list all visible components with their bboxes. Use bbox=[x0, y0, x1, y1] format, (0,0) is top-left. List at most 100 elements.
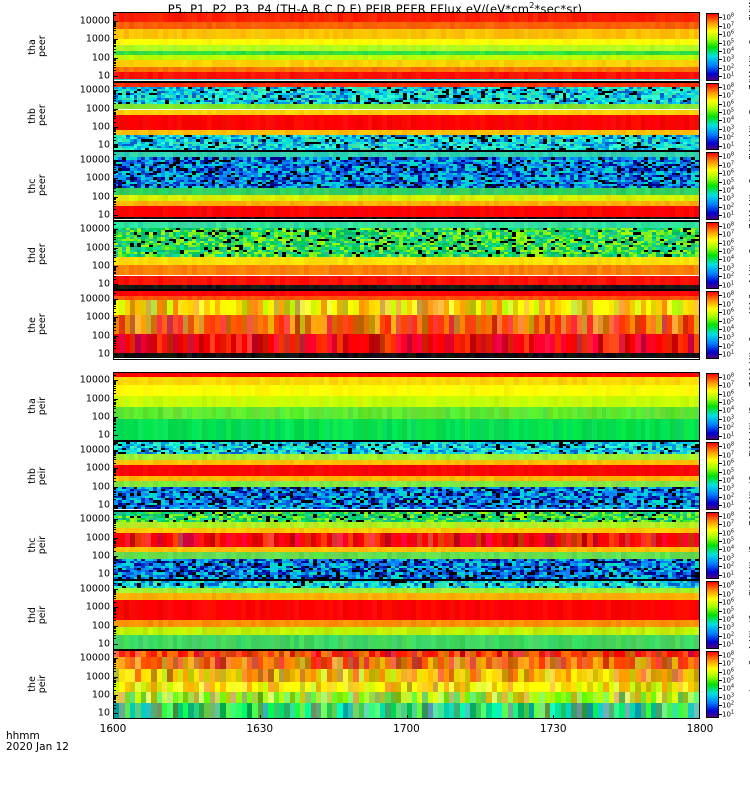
y-tick-label-thb-peir-2: 100 bbox=[91, 481, 110, 493]
y-minor-tick-mark bbox=[113, 326, 116, 328]
colorbar-tick-label-thc-peer-8: 108 bbox=[722, 152, 734, 161]
colorbar-tick-label-thd-peer-4: 104 bbox=[722, 255, 734, 264]
y-minor-tick-mark bbox=[113, 631, 116, 633]
colorbar-tick-label-the-peir-5: 105 bbox=[722, 675, 734, 684]
y-minor-tick-mark bbox=[113, 611, 116, 613]
y-minor-tick-mark bbox=[113, 129, 116, 131]
spectrogram-panel-thd-peer[interactable] bbox=[113, 220, 700, 290]
y-minor-tick-mark bbox=[113, 48, 116, 50]
y-minor-tick-mark bbox=[113, 382, 116, 384]
y-minor-tick-mark bbox=[113, 203, 116, 205]
colorbar-tha-peir[interactable] bbox=[706, 372, 719, 440]
y-minor-tick-mark bbox=[113, 131, 116, 133]
colorbar-tick-exponent: 1 bbox=[730, 500, 735, 507]
panel-label-line2: peer bbox=[37, 174, 48, 196]
colorbar-tick-base: 10 bbox=[722, 373, 731, 382]
colorbar-thd-peer[interactable] bbox=[706, 221, 719, 289]
colorbar-tick-mark bbox=[719, 95, 722, 97]
panel-label-line2: peir bbox=[37, 675, 48, 694]
colorbar-thb-peir[interactable] bbox=[706, 442, 719, 510]
y-tick-label-thc-peir-3: 10 bbox=[97, 568, 110, 580]
y-tick-mark bbox=[113, 284, 118, 286]
colorbar-tick-exponent: 3 bbox=[730, 263, 735, 270]
y-tick-label-the-peer-3: 10 bbox=[97, 348, 110, 360]
colorbar-tick-exponent: 8 bbox=[730, 12, 735, 19]
spectrogram-panel-the-peir[interactable] bbox=[113, 649, 700, 719]
colorbar-tick-mark bbox=[719, 549, 722, 551]
y-minor-tick-mark bbox=[113, 304, 116, 306]
y-minor-tick-mark bbox=[113, 167, 116, 169]
y-minor-tick-mark bbox=[113, 682, 116, 684]
y-minor-tick-mark bbox=[113, 638, 116, 640]
colorbar-thc-peir[interactable] bbox=[706, 511, 719, 579]
colorbar-thc-peer[interactable] bbox=[706, 152, 719, 220]
y-minor-tick-mark bbox=[113, 251, 116, 253]
y-minor-tick-mark bbox=[113, 683, 116, 685]
y-tick-label-the-peer-1: 1000 bbox=[85, 311, 110, 323]
spectrogram-image-thc-peir bbox=[114, 511, 699, 579]
y-minor-tick-mark bbox=[113, 421, 116, 423]
colorbar-tick-exponent: 1 bbox=[730, 709, 735, 716]
colorbar-tick-base: 10 bbox=[722, 125, 731, 134]
y-minor-tick-mark bbox=[113, 81, 116, 83]
colorbar-tick-exponent: 2 bbox=[730, 271, 735, 278]
colorbar-tick-base: 10 bbox=[722, 56, 731, 65]
colorbar-tick-base: 10 bbox=[722, 607, 731, 616]
colorbar-tick-exponent: 1 bbox=[730, 210, 735, 217]
y-minor-tick-mark bbox=[113, 408, 116, 410]
colorbar-tick-exponent: 3 bbox=[730, 193, 735, 200]
y-minor-tick-mark bbox=[113, 302, 116, 304]
x-tick-label-1600: 1600 bbox=[99, 723, 127, 735]
y-minor-tick-mark bbox=[113, 487, 116, 489]
colorbar-tick-mark bbox=[719, 303, 722, 305]
colorbar-tick-exponent: 5 bbox=[730, 246, 735, 253]
colorbar-tick-base: 10 bbox=[722, 424, 731, 433]
colorbar-tick-mark bbox=[719, 312, 722, 314]
y-minor-tick-mark bbox=[113, 268, 116, 270]
y-minor-tick-mark bbox=[113, 539, 116, 541]
colorbar-tick-mark bbox=[719, 67, 722, 69]
colorbar-tick-label-tha-peir-2: 102 bbox=[722, 423, 734, 432]
y-minor-tick-mark bbox=[113, 267, 116, 269]
colorbar-tick-exponent: 6 bbox=[730, 237, 735, 244]
spectrogram-panel-thc-peir[interactable] bbox=[113, 510, 700, 580]
spectrogram-panel-thb-peir[interactable] bbox=[113, 441, 700, 511]
colorbar-tick-mark bbox=[719, 50, 722, 52]
y-tick-label-thd-peer-0: 10000 bbox=[79, 223, 110, 235]
y-minor-tick-mark bbox=[113, 590, 116, 592]
y-minor-tick-mark bbox=[113, 121, 116, 123]
y-tick-label-thb-peir-1: 1000 bbox=[85, 462, 110, 474]
colorbar-tick-mark bbox=[719, 295, 722, 297]
spectrogram-panel-tha-peir[interactable] bbox=[113, 371, 700, 441]
colorbar-tick-exponent: 7 bbox=[730, 159, 735, 166]
y-tick-label-thc-peir-2: 100 bbox=[91, 550, 110, 562]
colorbar-the-peer[interactable] bbox=[706, 291, 719, 359]
y-minor-tick-mark bbox=[113, 677, 116, 679]
y-minor-tick-mark bbox=[113, 510, 116, 512]
y-minor-tick-mark bbox=[113, 696, 116, 698]
spectrogram-panel-thc-peer[interactable] bbox=[113, 151, 700, 221]
colorbar-thd-peir[interactable] bbox=[706, 581, 719, 649]
colorbar-tick-exponent: 5 bbox=[730, 536, 735, 543]
spectrogram-panel-tha-peer[interactable] bbox=[113, 12, 700, 82]
colorbar-tick-exponent: 6 bbox=[730, 98, 735, 105]
colorbar-tick-exponent: 7 bbox=[730, 90, 735, 97]
spectrogram-panel-thb-peer[interactable] bbox=[113, 81, 700, 151]
y-minor-tick-mark bbox=[113, 524, 116, 526]
y-minor-tick-mark bbox=[113, 496, 116, 498]
spectrogram-panel-the-peer[interactable] bbox=[113, 290, 700, 360]
y-minor-tick-mark bbox=[113, 469, 116, 470]
colorbar-tick-base: 10 bbox=[722, 308, 731, 317]
colorbar-thb-peer[interactable] bbox=[706, 82, 719, 150]
colorbar-tick-mark bbox=[719, 479, 722, 481]
y-minor-tick-mark bbox=[113, 426, 116, 428]
colorbar-tick-mark bbox=[719, 654, 722, 656]
colorbar-tha-peer[interactable] bbox=[706, 13, 719, 81]
colorbar-the-peir[interactable] bbox=[706, 650, 719, 718]
colorbar-tick-label-the-peir-8: 108 bbox=[722, 650, 734, 659]
colorbar-tick-base: 10 bbox=[722, 381, 731, 390]
y-tick-label-thd-peir-3: 10 bbox=[97, 638, 110, 650]
colorbar-tick-mark bbox=[719, 515, 722, 517]
spectrogram-panel-thd-peir[interactable] bbox=[113, 580, 700, 650]
colorbar-tick-label-thb-peir-8: 108 bbox=[722, 442, 734, 451]
